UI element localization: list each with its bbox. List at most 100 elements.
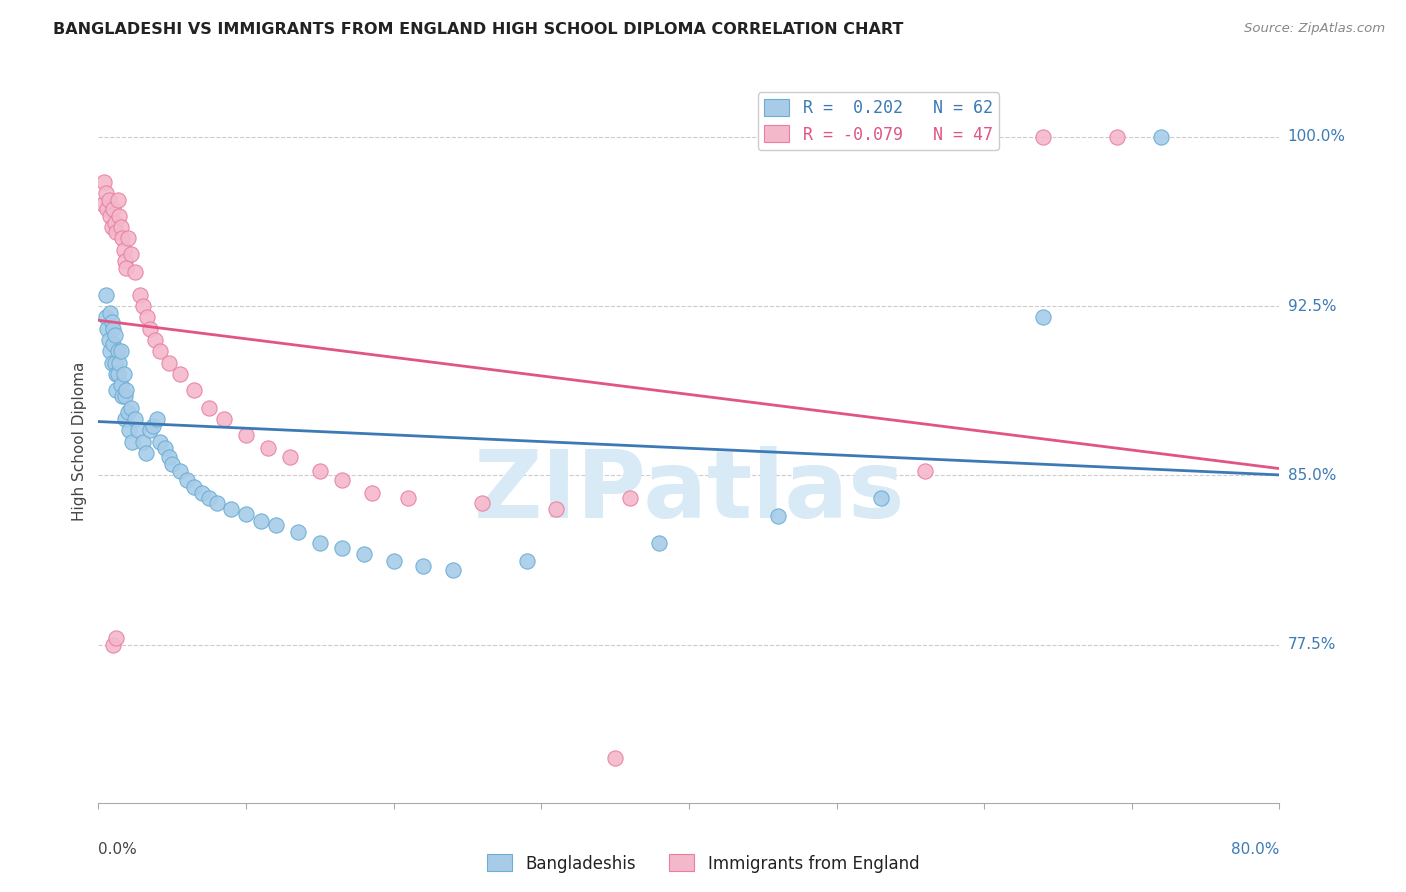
Point bbox=[412, 558, 434, 573]
Point bbox=[100, 355, 122, 369]
Point bbox=[105, 367, 128, 381]
Point bbox=[114, 253, 136, 268]
Point bbox=[135, 446, 157, 460]
Point bbox=[105, 225, 128, 239]
Point bbox=[93, 175, 115, 189]
Point bbox=[183, 480, 205, 494]
Point bbox=[153, 442, 176, 456]
Point bbox=[914, 464, 936, 478]
Point bbox=[121, 434, 143, 449]
Point bbox=[114, 389, 136, 403]
Point bbox=[107, 344, 129, 359]
Point bbox=[198, 401, 221, 415]
Point bbox=[382, 554, 405, 568]
Point bbox=[605, 750, 627, 764]
Text: 80.0%: 80.0% bbox=[1232, 842, 1279, 856]
Point bbox=[309, 536, 332, 550]
Point bbox=[104, 328, 127, 343]
Point bbox=[105, 383, 128, 397]
Point bbox=[104, 355, 127, 369]
Point bbox=[330, 473, 353, 487]
Point bbox=[96, 321, 118, 335]
Text: 0.0%: 0.0% bbox=[98, 842, 138, 856]
Point bbox=[103, 638, 125, 652]
Point bbox=[110, 378, 132, 392]
Point bbox=[139, 321, 162, 335]
Point bbox=[107, 193, 129, 207]
Point bbox=[110, 344, 132, 359]
Point bbox=[287, 524, 309, 539]
Point bbox=[112, 367, 135, 381]
Point bbox=[107, 367, 129, 381]
Point bbox=[136, 310, 159, 325]
Point bbox=[149, 434, 172, 449]
Point bbox=[176, 473, 198, 487]
Point bbox=[103, 321, 125, 335]
Point bbox=[1032, 129, 1054, 144]
Point bbox=[98, 306, 121, 320]
Point bbox=[120, 247, 142, 261]
Text: ZIPatlas: ZIPatlas bbox=[474, 446, 904, 538]
Point bbox=[94, 310, 117, 325]
Point bbox=[766, 509, 789, 524]
Point bbox=[105, 631, 128, 645]
Point bbox=[648, 536, 671, 550]
Point bbox=[183, 383, 205, 397]
Text: 85.0%: 85.0% bbox=[1288, 468, 1336, 483]
Point bbox=[94, 186, 117, 201]
Point bbox=[103, 337, 125, 351]
Legend: R =  0.202   N = 62, R = -0.079   N = 47: R = 0.202 N = 62, R = -0.079 N = 47 bbox=[758, 92, 1000, 150]
Point bbox=[128, 287, 150, 301]
Point bbox=[143, 333, 166, 347]
Point bbox=[516, 554, 538, 568]
Point bbox=[91, 197, 114, 211]
Point bbox=[198, 491, 221, 505]
Point bbox=[104, 215, 127, 229]
Point bbox=[97, 193, 120, 207]
Point bbox=[235, 427, 257, 442]
Point bbox=[169, 464, 191, 478]
Point bbox=[103, 202, 125, 216]
Point bbox=[212, 412, 235, 426]
Point bbox=[98, 344, 121, 359]
Point bbox=[471, 495, 494, 509]
Text: Source: ZipAtlas.com: Source: ZipAtlas.com bbox=[1244, 22, 1385, 36]
Point bbox=[1107, 129, 1129, 144]
Point bbox=[353, 548, 375, 562]
Point bbox=[108, 355, 131, 369]
Point bbox=[1150, 129, 1173, 144]
Legend: Bangladeshis, Immigrants from England: Bangladeshis, Immigrants from England bbox=[481, 847, 925, 880]
Point bbox=[117, 231, 139, 245]
Point bbox=[108, 209, 131, 223]
Point bbox=[546, 502, 568, 516]
Point bbox=[94, 287, 117, 301]
Point bbox=[100, 220, 122, 235]
Point bbox=[205, 495, 228, 509]
Point bbox=[112, 243, 135, 257]
Point bbox=[142, 418, 165, 433]
Y-axis label: High School Diploma: High School Diploma bbox=[72, 362, 87, 521]
Point bbox=[124, 412, 146, 426]
Point bbox=[221, 502, 243, 516]
Point bbox=[115, 260, 138, 275]
Point bbox=[110, 220, 132, 235]
Point bbox=[157, 450, 180, 465]
Point bbox=[280, 450, 302, 465]
Text: 100.0%: 100.0% bbox=[1288, 129, 1346, 145]
Point bbox=[96, 202, 118, 216]
Point bbox=[98, 209, 121, 223]
Point bbox=[127, 423, 149, 437]
Point bbox=[250, 514, 273, 528]
Point bbox=[360, 486, 382, 500]
Point bbox=[132, 299, 155, 313]
Point bbox=[191, 486, 214, 500]
Point bbox=[120, 401, 142, 415]
Point bbox=[870, 491, 893, 505]
Point bbox=[309, 464, 332, 478]
Point bbox=[257, 442, 280, 456]
Text: BANGLADESHI VS IMMIGRANTS FROM ENGLAND HIGH SCHOOL DIPLOMA CORRELATION CHART: BANGLADESHI VS IMMIGRANTS FROM ENGLAND H… bbox=[53, 22, 904, 37]
Text: 92.5%: 92.5% bbox=[1288, 299, 1336, 314]
Point bbox=[115, 383, 138, 397]
Point bbox=[124, 265, 146, 279]
Point bbox=[146, 412, 169, 426]
